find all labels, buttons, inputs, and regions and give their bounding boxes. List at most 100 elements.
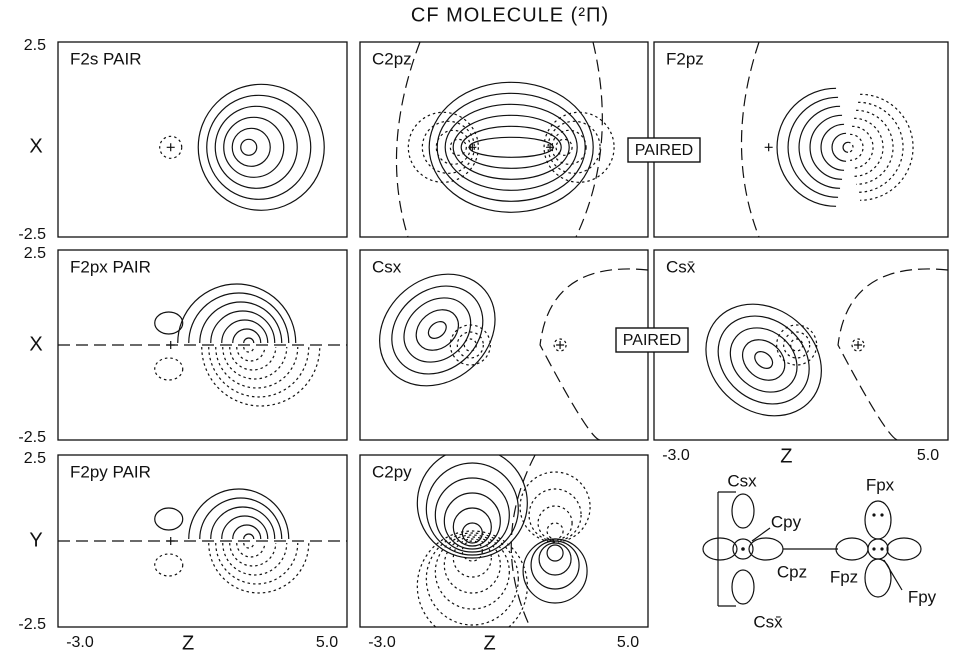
contour [787, 96, 839, 198]
paired-box [627, 137, 701, 163]
diagram-label: Fpz [830, 567, 858, 586]
contour [468, 136, 554, 158]
contour [243, 346, 255, 353]
panel-frame [653, 249, 949, 441]
diagram-label: Cpy [771, 512, 802, 531]
contour [575, 42, 603, 237]
contour [547, 120, 601, 174]
contour [546, 522, 564, 540]
contours [58, 488, 347, 594]
contour [452, 538, 492, 578]
contour [222, 542, 288, 576]
contour-panel: Csx [359, 249, 649, 441]
contour [391, 285, 484, 375]
contour [528, 488, 582, 542]
contour [776, 87, 837, 207]
contour [809, 114, 843, 180]
contour [223, 116, 285, 178]
contour [159, 135, 183, 159]
contour [705, 303, 822, 417]
panel-frame [359, 41, 649, 238]
x-axis-label: Z [182, 632, 194, 654]
contour [461, 522, 483, 544]
contour-panel: C2py [359, 454, 649, 628]
contour [407, 111, 479, 183]
contour [208, 346, 310, 398]
contour [415, 309, 459, 351]
panel-frame [57, 249, 348, 441]
diagram-label: Cpz [777, 562, 807, 581]
contours [705, 268, 948, 440]
contour [232, 524, 262, 540]
paired-label: PAIRED [623, 332, 681, 349]
contour [444, 103, 578, 191]
contour [860, 93, 914, 201]
contour [741, 339, 786, 381]
contour [166, 537, 175, 545]
contour [436, 92, 586, 202]
contour [166, 341, 175, 349]
contour [201, 346, 321, 407]
contour [449, 138, 467, 156]
x-tick-label: 5.0 [316, 634, 338, 651]
contour [221, 515, 269, 540]
contour [546, 544, 564, 562]
panel-label: F2pz [666, 49, 704, 68]
row-label: X [29, 136, 42, 158]
diagram-label: Csx̄ [753, 612, 783, 631]
contour [852, 125, 874, 169]
contour [210, 506, 276, 540]
contour [416, 455, 528, 559]
contours [159, 83, 325, 211]
x-tick-label: -3.0 [66, 634, 94, 651]
row-label: X [29, 333, 42, 355]
panel-label: Csx [372, 257, 402, 276]
contour [154, 357, 184, 381]
contour [188, 488, 290, 540]
contour [456, 331, 484, 359]
contour [425, 462, 519, 556]
y-tick-label: 2.5 [24, 450, 46, 467]
contour [210, 310, 276, 344]
contour [553, 338, 567, 352]
contour [434, 477, 510, 553]
x-axis-label: Z [780, 445, 792, 467]
contour [858, 101, 904, 193]
panel-label: Csx̄ [666, 257, 696, 276]
contour [831, 132, 847, 162]
panel-label: F2px PAIR [70, 257, 151, 276]
panel-label: F2py PAIR [70, 462, 151, 481]
contour [222, 346, 288, 380]
contour [443, 492, 501, 550]
contours [379, 268, 648, 440]
contour [850, 133, 864, 161]
contour [837, 268, 948, 440]
contour [530, 540, 580, 590]
contour [243, 337, 255, 344]
contour [154, 507, 184, 531]
contour-panel: C2pz [359, 41, 649, 238]
contour [537, 505, 573, 541]
contour [460, 125, 562, 169]
x-axis-label: Z [483, 632, 495, 654]
row-label: Y [29, 529, 42, 551]
contour [519, 471, 591, 543]
diagram-label: Fpy [908, 587, 937, 606]
contour [522, 538, 588, 604]
contour [231, 127, 271, 167]
contour [854, 117, 884, 177]
panel-frame [359, 249, 649, 441]
contour [729, 327, 798, 393]
contours [395, 42, 615, 237]
paired-box [615, 327, 689, 353]
contour [379, 273, 496, 387]
contour [188, 292, 290, 344]
contour [197, 83, 325, 211]
contours [416, 455, 591, 627]
contour [847, 141, 854, 153]
contour [717, 315, 810, 405]
figure-title: CF MOLECULE (²Π) [411, 4, 609, 26]
contour [215, 346, 299, 389]
contour [820, 123, 845, 171]
